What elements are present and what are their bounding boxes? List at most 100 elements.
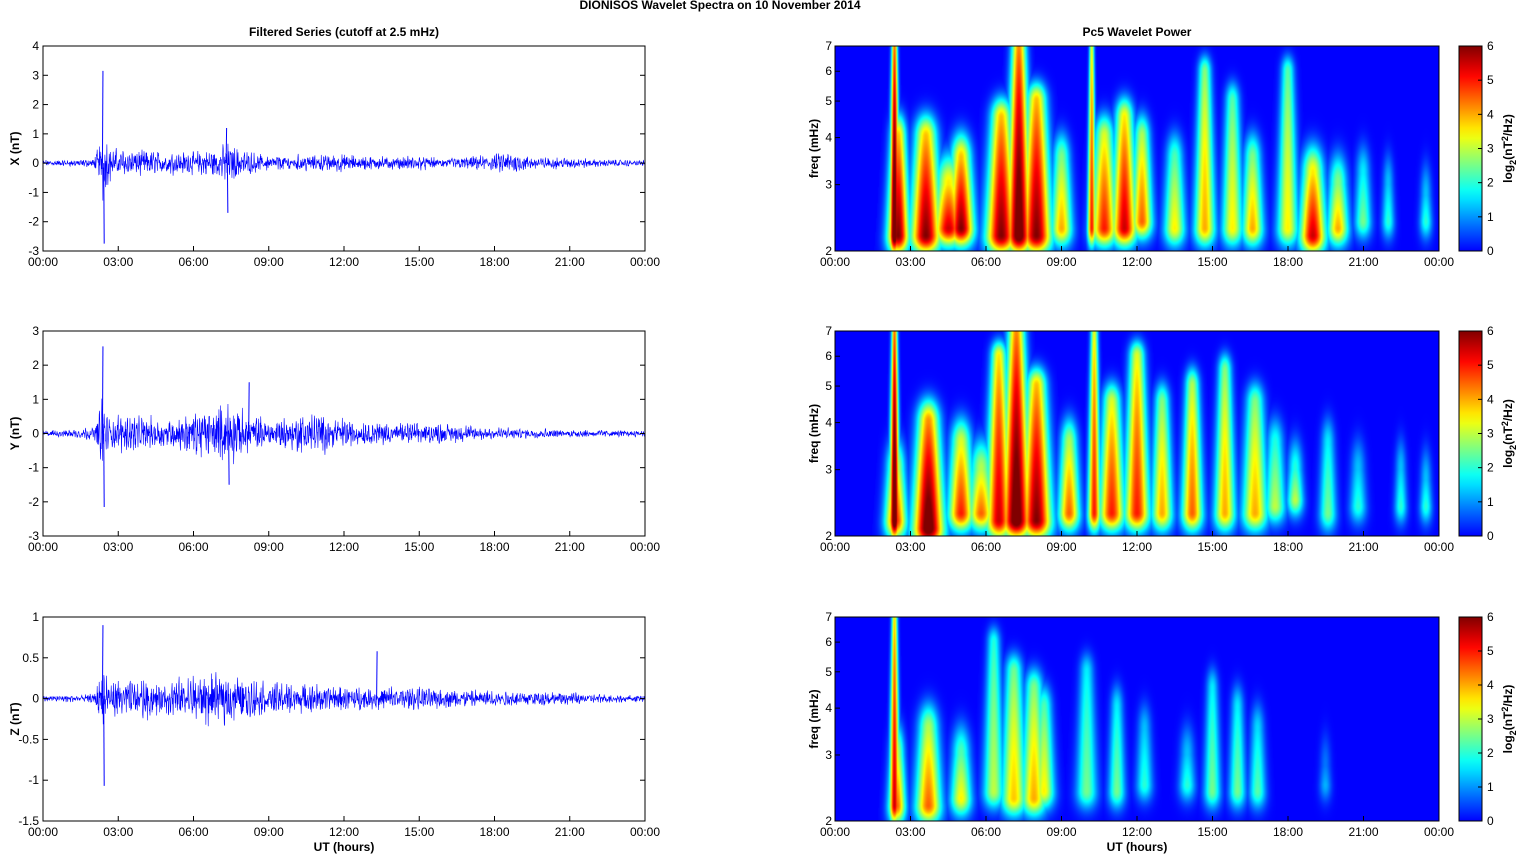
spike-z-0 — [101, 625, 104, 699]
line-y-xtick-label-2: 06:00 — [178, 540, 208, 554]
ylabel-y: Y (nT) — [8, 417, 22, 451]
colorbar-tick-label-x-5: 1 — [1487, 210, 1494, 224]
ytick-label-z-5: -1.5 — [18, 814, 39, 828]
line-x-xtick-label-0: 00:00 — [28, 255, 58, 269]
line-x-xtick-label-5: 15:00 — [404, 255, 434, 269]
wavelet-z-xtick-label-5: 15:00 — [1197, 825, 1227, 839]
colorbar-tick-label-y-2: 4 — [1487, 392, 1494, 406]
wavelet-y-xtick-label-4: 12:00 — [1122, 540, 1152, 554]
ytick-label-y-4: -1 — [28, 461, 39, 475]
colorbar-tick-label-x-2: 4 — [1487, 107, 1494, 121]
colorbar-tick-label-y-1: 5 — [1487, 358, 1494, 372]
axes-frame-z — [42, 616, 646, 822]
ytick-label-z-1: 0.5 — [22, 651, 39, 665]
line-z-xtick-label-5: 15:00 — [404, 825, 434, 839]
freq-tick-label-x-4: 3 — [825, 178, 832, 192]
line-y-xtick-label-6: 18:00 — [479, 540, 509, 554]
wavelet-z-xtick-label-7: 21:00 — [1348, 825, 1378, 839]
spike-y-1 — [103, 433, 105, 507]
colorbar-label-x: log2(nT2/Hz) — [1500, 114, 1518, 183]
ytick-label-z-3: -0.5 — [18, 732, 39, 746]
freq-tick-label-z-2: 5 — [825, 665, 832, 679]
ytick-label-y-3: 0 — [32, 427, 39, 441]
wavelet-y-xtick-label-6: 18:00 — [1273, 540, 1303, 554]
wavelet-panel-y: 7 6 5 4 3 2 00:00 03:00 06:00 09:00 12:00 15:00 18:0… — [807, 324, 1518, 554]
freq-tick-label-y-1: 6 — [825, 349, 832, 363]
colorbar-tick-label-x-1: 5 — [1487, 73, 1494, 87]
wavelet-y-xtick-label-2: 06:00 — [971, 540, 1001, 554]
line-y-xtick-label-8: 00:00 — [630, 540, 660, 554]
wavelet-x-xtick-label-5: 15:00 — [1197, 255, 1227, 269]
ytick-label-z-2: 0 — [32, 692, 39, 706]
line-y-xtick-label-0: 00:00 — [28, 540, 58, 554]
ylabel-z: Z (nT) — [8, 702, 22, 735]
line-x-xtick-label-3: 09:00 — [254, 255, 284, 269]
line-y-xtick-label-1: 03:00 — [103, 540, 133, 554]
left-column-title: Filtered Series (cutoff at 2.5 mHz) — [249, 25, 439, 39]
colorbar-label-y: log2(nT2/Hz) — [1500, 399, 1518, 468]
series-x — [42, 143, 646, 201]
wavelet-y-xtick-label-1: 03:00 — [895, 540, 925, 554]
ytick-label-y-6: -3 — [28, 529, 39, 543]
spike-x-3 — [226, 163, 229, 213]
colorbar-tick-label-x-4: 2 — [1487, 176, 1494, 190]
line-x-xtick-label-4: 12:00 — [329, 255, 359, 269]
colorbar-tick-label-x-6: 0 — [1487, 244, 1494, 258]
wavelet-x-xtick-label-1: 03:00 — [895, 255, 925, 269]
line-y-xtick-label-7: 21:00 — [555, 540, 585, 554]
colorbar-tick-label-y-3: 3 — [1487, 427, 1494, 441]
wavelet-z-xtick-label-6: 18:00 — [1273, 825, 1303, 839]
freq-tick-label-x-3: 4 — [825, 131, 832, 145]
wavelet-x-xtick-label-6: 18:00 — [1273, 255, 1303, 269]
wavelet-z-xtick-label-0: 00:00 — [820, 825, 850, 839]
ytick-label-y-0: 3 — [32, 324, 39, 338]
line-z-xtick-label-8: 00:00 — [630, 825, 660, 839]
wavelet-y-xtick-label-8: 00:00 — [1424, 540, 1454, 554]
ytick-label-z-0: 1 — [32, 610, 39, 624]
freq-tick-label-y-0: 7 — [825, 324, 832, 338]
right-column-title: Pc5 Wavelet Power — [1083, 25, 1192, 39]
ytick-label-x-6: -2 — [28, 215, 39, 229]
ytick-label-x-1: 3 — [32, 68, 39, 82]
spike-x-0 — [101, 70, 104, 164]
ytick-label-x-2: 2 — [32, 98, 39, 112]
wavelet-image-x — [835, 46, 1439, 251]
line-z-xtick-label-6: 18:00 — [479, 825, 509, 839]
line-y-xtick-label-3: 09:00 — [254, 540, 284, 554]
colorbar-tick-label-z-3: 3 — [1487, 712, 1494, 726]
freq-ylabel-y: freq (mHz) — [807, 404, 821, 463]
wavelet-y-xtick-label-5: 15:00 — [1197, 540, 1227, 554]
colorbar-tick-label-y-5: 1 — [1487, 495, 1494, 509]
freq-tick-label-y-5: 2 — [825, 529, 832, 543]
freq-tick-label-x-5: 2 — [825, 244, 832, 258]
freq-tick-label-y-2: 5 — [825, 379, 832, 393]
figure-title: DIONISOS Wavelet Spectra on 10 November … — [580, 0, 861, 12]
freq-ylabel-x: freq (mHz) — [807, 119, 821, 178]
freq-tick-label-z-1: 6 — [825, 635, 832, 649]
ytick-label-y-2: 1 — [32, 392, 39, 406]
freq-tick-label-x-2: 5 — [825, 94, 832, 108]
line-x-xtick-label-6: 18:00 — [479, 255, 509, 269]
wavelet-x-xtick-label-7: 21:00 — [1348, 255, 1378, 269]
ytick-label-y-5: -2 — [28, 495, 39, 509]
wavelet-y-xtick-label-3: 09:00 — [1046, 540, 1076, 554]
wavelet-z-xtick-label-8: 00:00 — [1424, 825, 1454, 839]
ytick-label-x-3: 1 — [32, 127, 39, 141]
colorbar-label-z: log2(nT2/Hz) — [1500, 685, 1518, 754]
ytick-label-x-0: 4 — [32, 39, 39, 53]
line-y-xtick-label-4: 12:00 — [329, 540, 359, 554]
wavelet-x-xtick-label-3: 09:00 — [1046, 255, 1076, 269]
colorbar-tick-label-z-0: 6 — [1487, 610, 1494, 624]
freq-tick-label-y-3: 4 — [825, 416, 832, 430]
line-x-xtick-label-2: 06:00 — [178, 255, 208, 269]
ytick-label-x-5: -1 — [28, 185, 39, 199]
ytick-label-x-7: -3 — [28, 244, 39, 258]
ytick-label-z-4: -1 — [28, 773, 39, 787]
x-axis-label-right: UT (hours) — [1107, 840, 1168, 854]
spike-y-3 — [228, 433, 230, 485]
axes-frame-x — [42, 45, 646, 252]
freq-tick-label-x-0: 7 — [825, 39, 832, 53]
colorbar-tick-label-y-6: 0 — [1487, 529, 1494, 543]
